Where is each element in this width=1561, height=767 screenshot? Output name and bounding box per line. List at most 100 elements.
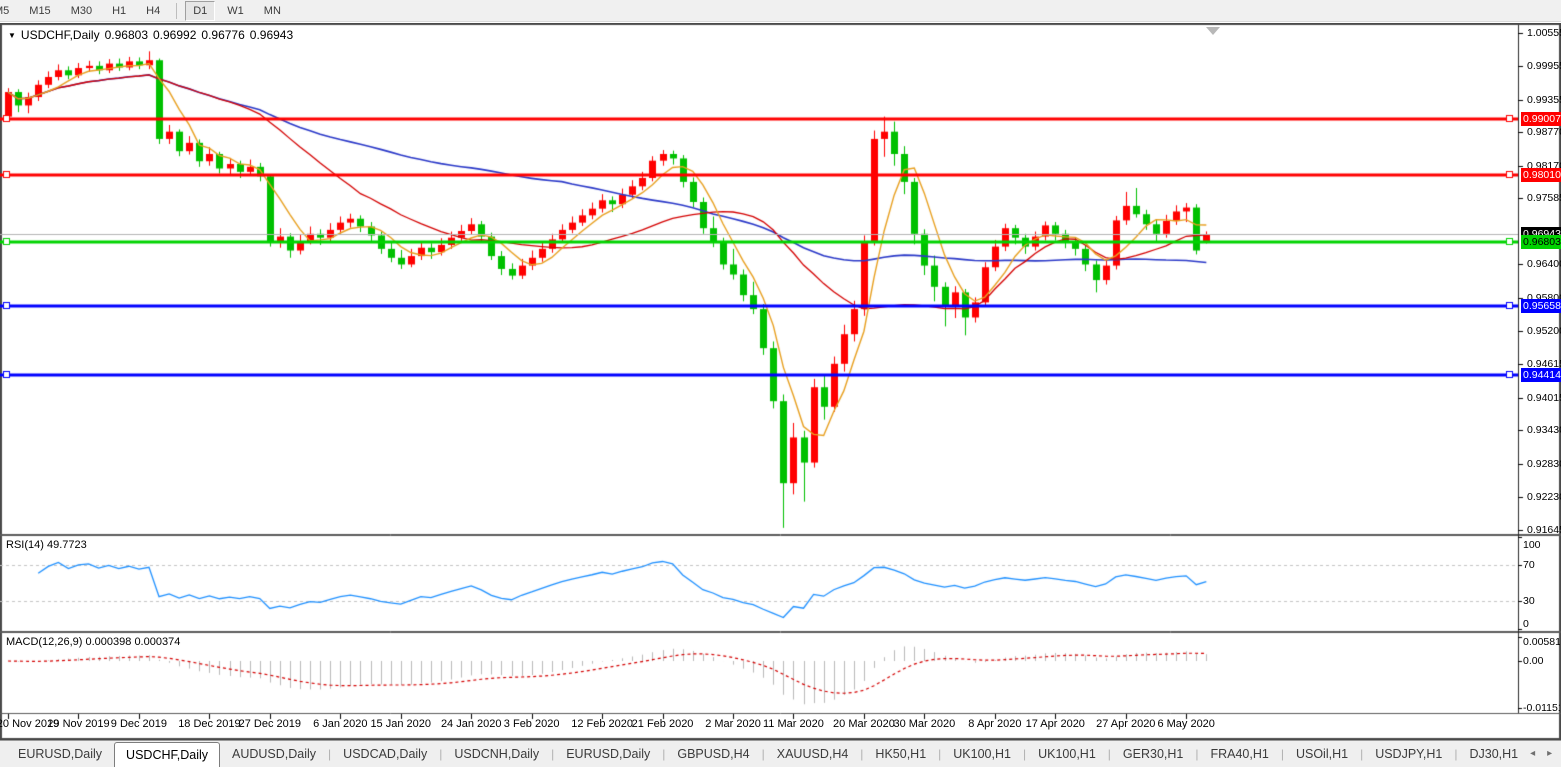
ohlc-close: 0.96943 (249, 28, 294, 42)
period-button-m15[interactable]: M15 (29, 4, 51, 17)
chart-tab-usdjpy-h1[interactable]: USDJPY,H1 (1375, 747, 1443, 761)
price-badge: 0.96803 (1521, 234, 1561, 249)
price-badge: 0.94414 (1521, 368, 1561, 383)
chart-shift-marker-icon[interactable] (1206, 27, 1220, 35)
tab-separator: | (938, 747, 942, 761)
chart-tab-uk100-h1[interactable]: UK100,H1 (953, 747, 1011, 761)
date-axis-label: 18 Dec 2019 (178, 718, 241, 730)
chart-tab-fra40-h1[interactable]: FRA40,H1 (1210, 747, 1269, 761)
chart-tab-xauusd-h4[interactable]: XAUUSD,H4 (776, 747, 849, 761)
price-axis-tick: 0.99955 (1527, 60, 1561, 73)
rsi-axis-tick: 100 (1523, 539, 1541, 551)
tab-separator: | (860, 747, 864, 761)
tab-scroll-left-icon[interactable]: ◂ (1530, 748, 1536, 759)
date-axis-label: 24 Jan 2020 (440, 718, 502, 730)
chart-tab-eurusd-daily[interactable]: EURUSD,Daily (566, 747, 651, 761)
period-button-h4[interactable]: H4 (146, 4, 161, 17)
tab-separator: | (1022, 747, 1027, 761)
tab-scroll-right-icon[interactable]: ▸ (1547, 748, 1553, 759)
chart-tab-usoil-h1[interactable]: USOil,H1 (1295, 747, 1349, 761)
tab-scroll-arrows: ◂ ▸ (1530, 749, 1561, 767)
date-axis-label: 3 Feb 2020 (503, 718, 560, 730)
chart-tab-bar: EURUSD,Daily USDCHF,Daily AUDUSD,Daily | USD… (0, 740, 1561, 767)
price-axis-tick: 0.97585 (1527, 192, 1561, 205)
chart-tab-ger30-h1[interactable]: GER30,H1 (1122, 747, 1184, 761)
date-axis-label: 11 Mar 2020 (762, 718, 824, 730)
date-axis-label: 17 Apr 2020 (1025, 718, 1085, 730)
rsi-axis-tick: 30 (1523, 595, 1535, 608)
period-button-m5[interactable]: M5 (0, 4, 10, 17)
chart-window: ▼ USDCHF,Daily 0.96803 0.96992 0.96776 0… (0, 23, 1561, 740)
date-axis-label: 29 Nov 2019 (47, 718, 110, 730)
chart-tab-gbpusd-h4[interactable]: GBPUSD,H4 (677, 747, 750, 761)
period-button-mn[interactable]: MN (263, 4, 281, 17)
price-axis-tick: 0.94615 (1527, 358, 1561, 371)
price-axis-tick: 0.94015 (1527, 391, 1561, 404)
date-axis-label: 21 Feb 2020 (631, 718, 694, 730)
macd-axis-tick: 0.00 (1523, 655, 1544, 667)
tab-separator: | (1280, 747, 1284, 761)
chart-tab-usdcad-daily[interactable]: USDCAD,Daily (343, 747, 428, 761)
tab-separator: | (1454, 747, 1458, 761)
tab-separator: | (1195, 747, 1199, 761)
date-axis-label: 27 Apr 2020 (1096, 718, 1156, 730)
date-axis-label: 15 Jan 2020 (370, 718, 431, 730)
chart-tab-uk100-h1[interactable]: UK100,H1 (1038, 747, 1096, 761)
date-axis-label: 30 Mar 2020 (893, 718, 956, 730)
tab-separator: | (761, 747, 765, 761)
chart-dropdown-icon[interactable]: ▼ (8, 30, 16, 40)
chart-tab-dj30-h1[interactable]: DJ30,H1 (1469, 747, 1519, 761)
date-axis-label: 8 Apr 2020 (968, 718, 1022, 730)
price-axis-tick: 1.00555 (1527, 26, 1561, 39)
ohlc-open: 0.96803 (104, 28, 148, 42)
tab-separator: | (328, 747, 332, 761)
price-badge: 0.95658 (1521, 298, 1561, 313)
date-axis-label: 6 May 2020 (1157, 718, 1215, 730)
toolbar-separator (176, 2, 178, 19)
period-buttons: M5 M15 M30 H1 H4 D1 W1 MN (0, 0, 291, 21)
date-axis-label: 12 Feb 2020 (571, 718, 634, 730)
tab-separator: | (551, 747, 555, 761)
chart-tab-eurusd-daily[interactable]: EURUSD,Daily (18, 747, 103, 761)
chart-tab-usdchf-daily[interactable]: USDCHF,Daily (114, 742, 220, 767)
periodicity-toolbar: M5 M15 M30 H1 H4 D1 W1 MN (0, 0, 1561, 22)
ohlc-low: 0.96776 (201, 28, 245, 42)
period-button-w1[interactable]: W1 (227, 4, 244, 17)
date-axis-label: 2 Mar 2020 (705, 718, 761, 730)
price-chart-canvas[interactable] (0, 23, 1561, 740)
tab-separator: | (1107, 747, 1111, 761)
macd-axis-tick: 0.005818 (1523, 636, 1560, 648)
price-axis-tick: 0.91645 (1527, 523, 1561, 536)
chart-title: ▼ USDCHF,Daily 0.96803 0.96992 0.96776 0… (8, 28, 293, 42)
period-button-m30[interactable]: M30 (70, 4, 93, 17)
date-axis-label: 20 Mar 2020 (833, 718, 895, 730)
date-axis-label: 27 Dec 2019 (238, 718, 301, 730)
tab-separator: | (439, 747, 443, 761)
date-axis-label: 9 Dec 2019 (110, 718, 168, 730)
chart-tab-hk50-h1[interactable]: HK50,H1 (875, 747, 927, 761)
period-button-d1[interactable]: D1 (185, 0, 216, 21)
period-button-h1[interactable]: H1 (112, 4, 127, 17)
rsi-axis-tick: 70 (1523, 558, 1535, 571)
rsi-axis-tick: 0 (1523, 618, 1529, 630)
price-badge: 0.99007 (1521, 112, 1561, 126)
chart-tab-usdcnh-daily[interactable]: USDCNH,Daily (454, 747, 540, 761)
ohlc-high: 0.96992 (153, 28, 197, 42)
price-badge: 0.98010 (1521, 167, 1561, 182)
chart-tab-audusd-daily[interactable]: AUDUSD,Daily (232, 747, 317, 761)
rsi-indicator-label: RSI(14) 49.7723 (6, 539, 87, 551)
tab-separator: | (1360, 747, 1364, 761)
tab-separator: | (662, 747, 666, 761)
macd-axis-tick: -0.011514 (1523, 702, 1560, 715)
chart-symbol-period: USDCHF,Daily (20, 28, 100, 42)
price-axis-tick: 0.99355 (1527, 93, 1561, 106)
macd-indicator-label: MACD(12,26,9) 0.000398 0.000374 (6, 636, 181, 648)
date-axis-label: 6 Jan 2020 (313, 718, 368, 730)
